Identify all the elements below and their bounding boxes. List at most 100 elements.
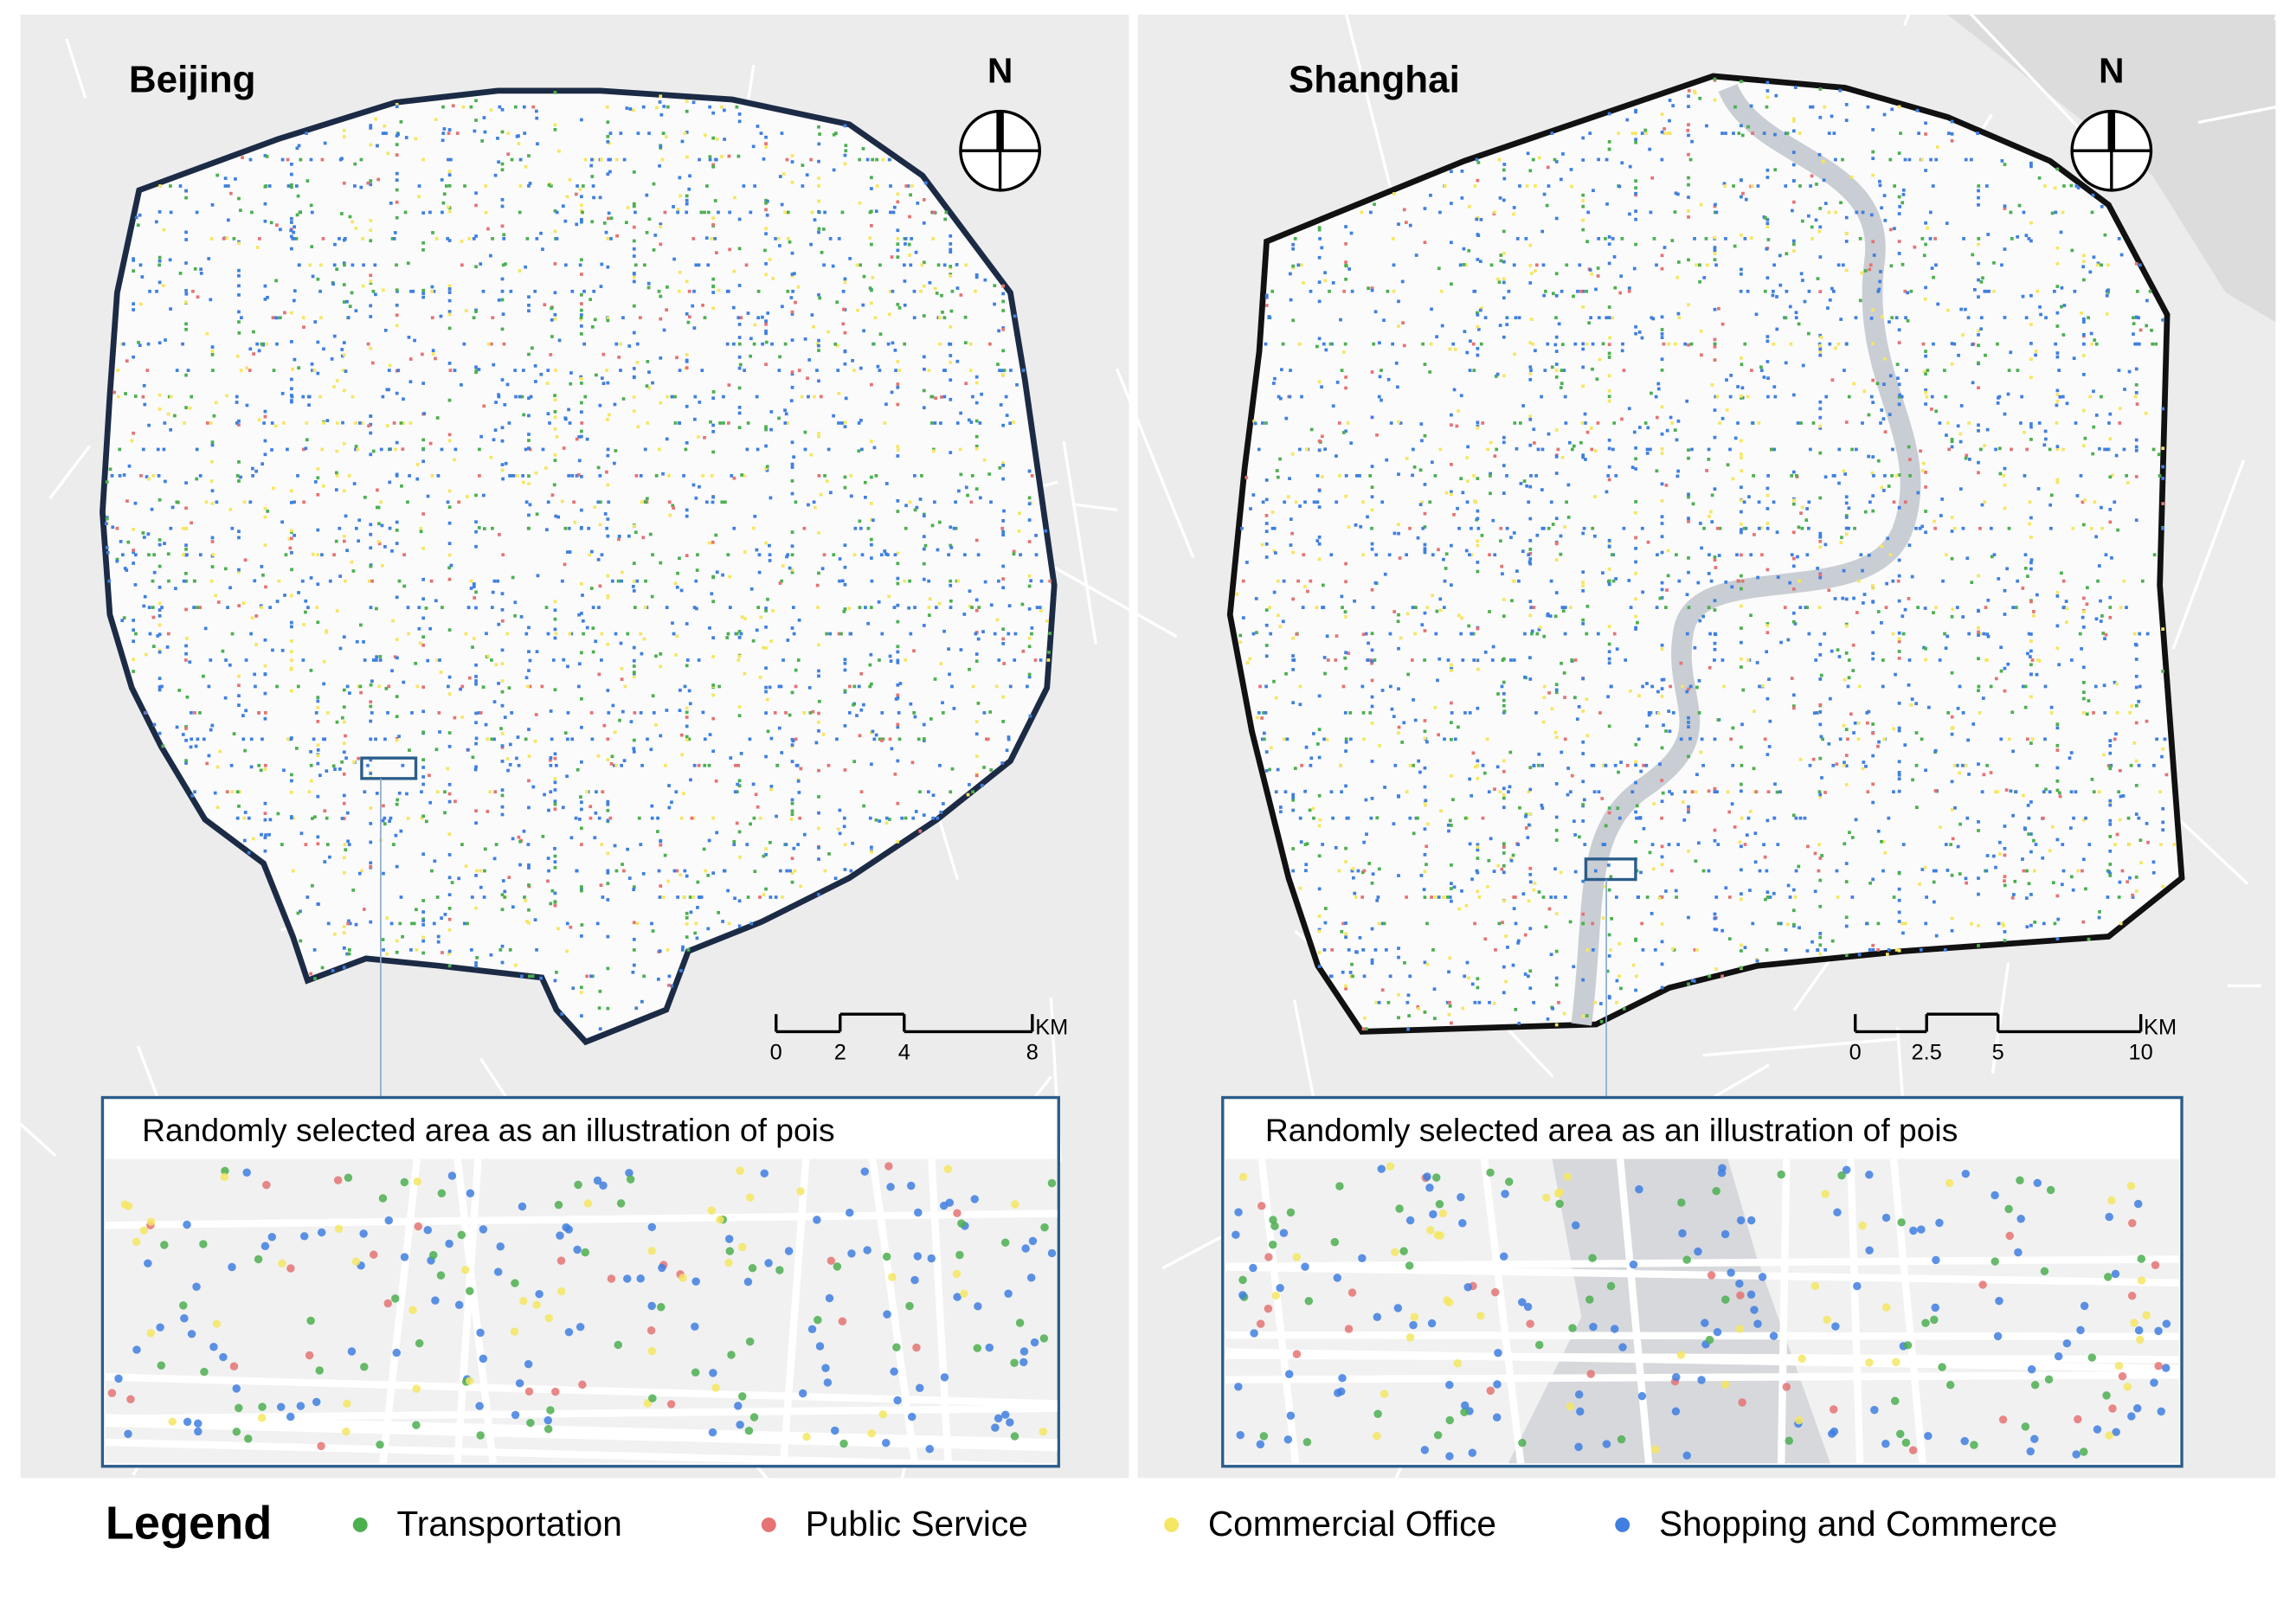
- poi-dot: [489, 455, 493, 459]
- poi-dot: [2138, 684, 2142, 689]
- poi-dot: [1407, 1014, 1412, 1017]
- poi-dot: [1625, 763, 1630, 767]
- poi-dot: [884, 821, 889, 825]
- poi-dot: [1361, 948, 1365, 952]
- poi-dot: [305, 179, 310, 183]
- poi-dot: [1818, 343, 1823, 348]
- poi-dot: [1687, 456, 1690, 460]
- poi-dot: [472, 237, 476, 241]
- poi-dot: [1516, 843, 1521, 846]
- poi-dot: [574, 816, 578, 820]
- poi-dot: [254, 643, 258, 646]
- poi-dot: [1669, 684, 1672, 689]
- poi-dot: [996, 363, 1000, 366]
- poi-dot: [1521, 404, 1525, 408]
- poi-dot: [335, 609, 339, 613]
- poi-dot: [491, 316, 495, 320]
- poi-dot: [606, 808, 610, 812]
- poi-dot: [1646, 426, 1650, 430]
- poi-dot: [2029, 695, 2033, 699]
- poi-dot: [302, 500, 305, 504]
- poi-dot: [1676, 843, 1681, 846]
- poi-dot: [1773, 132, 1777, 137]
- poi-dot: [778, 869, 782, 873]
- poi-dot: [659, 561, 663, 565]
- poi-dot: [254, 469, 258, 473]
- poi-dot: [271, 648, 274, 652]
- poi-dot: [354, 922, 358, 927]
- poi-dot: [1947, 132, 1951, 135]
- poi-dot: [1538, 626, 1542, 629]
- poi-dot: [2021, 684, 2025, 689]
- poi-dot: [141, 447, 145, 452]
- poi-dot: [1264, 295, 1269, 299]
- poi-dot: [566, 664, 569, 669]
- poi-dot: [503, 716, 507, 719]
- poi-dot: [1008, 421, 1013, 426]
- poi-dot: [158, 650, 162, 654]
- poi-dot: [632, 202, 636, 206]
- poi-dot: [184, 644, 188, 648]
- poi-dot: [1021, 649, 1026, 653]
- poi-dot: [1560, 455, 1565, 459]
- poi-dot: [209, 237, 214, 241]
- poi-dot: [592, 196, 595, 200]
- poi-dot: [292, 230, 295, 234]
- poi-dot: [580, 725, 583, 729]
- poi-dot: [262, 421, 266, 425]
- poi-dot: [1303, 843, 1308, 846]
- poi-dot: [2012, 893, 2016, 896]
- poi-dot: [1410, 658, 1414, 662]
- poi-dot: [300, 579, 305, 583]
- poi-dot: [419, 529, 423, 534]
- poi-dot: [418, 641, 422, 645]
- poi-dot: [1977, 633, 1980, 637]
- poi-dot: [138, 263, 143, 267]
- poi-dot: [2023, 826, 2027, 831]
- poi-dot: [517, 763, 521, 767]
- poi-dot: [1317, 226, 1322, 229]
- poi-dot: [1827, 132, 1831, 135]
- poi-dot: [711, 222, 716, 227]
- poi-dot: [910, 184, 914, 188]
- poi-dot: [237, 694, 241, 698]
- poi-dot: [152, 722, 157, 727]
- poi-dot: [1718, 421, 1721, 425]
- poi-dot: [1601, 342, 1605, 346]
- poi-dot: [263, 691, 267, 696]
- poi-dot: [1528, 372, 1533, 375]
- poi-dot: [304, 599, 308, 603]
- poi-dot: [685, 658, 690, 662]
- poi-dot: [790, 809, 794, 813]
- poi-dot: [580, 581, 583, 586]
- poi-dot: [184, 725, 188, 728]
- poi-dot: [527, 669, 531, 672]
- poi-dot: [190, 521, 193, 525]
- poi-dot: [1713, 342, 1717, 346]
- poi-dot: [643, 500, 647, 504]
- poi-dot: [334, 488, 338, 491]
- poi-dot: [976, 701, 981, 705]
- poi-dot: [1033, 658, 1038, 662]
- poi-dot: [1394, 361, 1399, 365]
- poi-dot: [807, 686, 812, 690]
- poi-dot: [544, 466, 548, 470]
- poi-dot: [1823, 202, 1828, 206]
- poi-dot: [527, 352, 531, 356]
- poi-dot: [698, 895, 701, 899]
- poi-dot: [158, 280, 162, 285]
- poi-dot: [580, 934, 583, 938]
- poi-dot: [2044, 787, 2048, 792]
- poi-dot: [606, 594, 610, 598]
- poi-dot: [817, 768, 820, 773]
- poi-dot: [553, 865, 557, 870]
- poi-dot: [1481, 763, 1485, 767]
- poi-dot: [216, 600, 221, 604]
- poi-dot: [1791, 249, 1796, 253]
- poi-dot: [263, 414, 267, 419]
- poi-dot: [514, 963, 518, 967]
- poi-dot: [1312, 816, 1315, 820]
- poi-dot: [1791, 619, 1796, 624]
- poi-dot: [866, 526, 871, 530]
- poi-dot: [237, 273, 241, 278]
